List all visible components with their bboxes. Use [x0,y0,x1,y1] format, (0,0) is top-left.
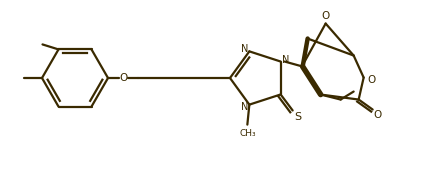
Text: N: N [282,55,289,64]
Text: O: O [368,74,376,84]
Text: O: O [374,110,382,119]
Text: O: O [120,73,128,83]
Text: N: N [241,102,248,112]
Text: S: S [294,112,301,122]
Text: CH₃: CH₃ [239,129,256,138]
Text: O: O [322,11,330,21]
Text: N: N [241,44,248,54]
